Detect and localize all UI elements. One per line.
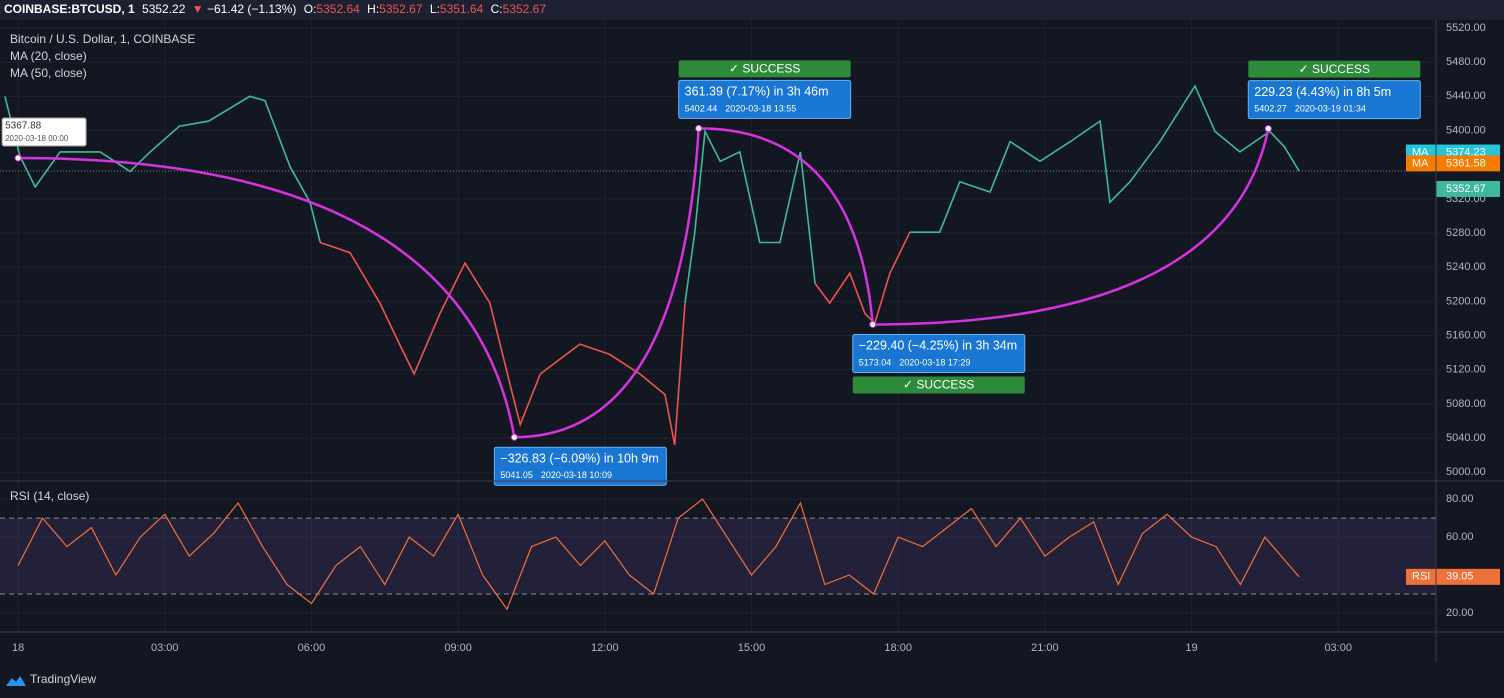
y-tick-label: 80.00 [1446, 493, 1474, 505]
pattern-point [1264, 125, 1272, 133]
high: 5352.67 [379, 2, 423, 16]
annotation-detail: 5173.04 2020-03-18 17:29 [859, 358, 971, 368]
annotation-price: 5041.05 [500, 471, 533, 481]
annotation-detail: 5402.44 2020-03-18 13:55 [685, 104, 797, 114]
open: 5352.64 [316, 2, 360, 16]
x-tick-label: 06:00 [298, 642, 326, 654]
rsi-line [17, 498, 1300, 611]
success-badge [852, 376, 1025, 394]
y-tick-label: 20.00 [1446, 607, 1474, 619]
success-badge [678, 60, 851, 78]
ma-tag-name: MA [1412, 157, 1429, 169]
change-arrow: ▼ [192, 2, 204, 16]
x-tick-label: 18:00 [884, 642, 912, 654]
y-tick-label: 5480.00 [1446, 56, 1486, 68]
close: 5352.67 [503, 2, 547, 16]
y-tick-label: 5200.00 [1446, 295, 1486, 307]
rsi-tag [1406, 568, 1500, 585]
x-tick-label: 15:00 [738, 642, 766, 654]
high-label: H: [367, 2, 379, 16]
header-bar [0, 0, 1504, 20]
y-tick-label: 5240.00 [1446, 261, 1486, 273]
low-label: L: [430, 2, 440, 16]
y-tick-label: 5000.00 [1446, 466, 1486, 478]
pattern-point [510, 433, 518, 441]
rsi-band-fill [0, 518, 1436, 595]
plot [0, 84, 1436, 611]
x-tick-label: 12:00 [591, 642, 619, 654]
annotation-detail: 5402.27 2020-03-19 01:34 [1254, 104, 1366, 114]
y-tick-label: 5120.00 [1446, 364, 1486, 376]
change: −61.42 (−1.13%) [207, 2, 296, 16]
y-tick-label: 5080.00 [1446, 398, 1486, 410]
price-line [4, 84, 1300, 304]
ma-tag [1406, 155, 1500, 172]
indicator-label: MA (50, close) [10, 66, 87, 80]
y-tick-label: 5280.00 [1446, 227, 1486, 239]
annotation-detail: 5041.05 2020-03-18 10:09 [500, 471, 612, 481]
pattern-point [869, 320, 877, 328]
brand[interactable]: TradingView [30, 672, 96, 686]
annotation-price: 5402.27 [1254, 104, 1287, 114]
y-tick-label: 5520.00 [1446, 22, 1486, 34]
annotation-change: 229.23 (4.43%) in 8h 5m [1254, 85, 1391, 99]
success-label: ✓ SUCCESS [1299, 62, 1370, 76]
y-tick-label: 5400.00 [1446, 124, 1486, 136]
rsi-tag-value: 39.05 [1446, 571, 1474, 583]
annotation-change: 361.39 (7.17%) in 3h 46m [685, 85, 829, 99]
price-line [320, 231, 911, 446]
brand-logo [6, 676, 26, 686]
point-tooltip [1, 117, 87, 147]
last-price: 5352.22 [142, 2, 186, 16]
y-tick-label: 5160.00 [1446, 329, 1486, 341]
low: 5351.64 [440, 2, 484, 16]
header: COINBASE:BTCUSD, 1 5352.22 ▼ −61.42 (−1.… [4, 2, 546, 16]
x-tick-label: 18 [12, 642, 24, 654]
x-tick-label: 03:00 [151, 642, 179, 654]
y-tick-label: 60.00 [1446, 531, 1474, 543]
tooltip-price: 5367.88 [5, 121, 42, 132]
success-badge [1248, 60, 1421, 78]
open-label: O: [304, 2, 317, 16]
x-tick-label: 21:00 [1031, 642, 1059, 654]
annotation-price: 5402.44 [685, 104, 718, 114]
overlays: 18 03:00 06:00 09:00 12:00 15:00 18:00 21:00 19 0… [1, 22, 1500, 654]
x-tick-label: 03:00 [1324, 642, 1352, 654]
pattern-point [14, 154, 22, 162]
y-tick-label: 5040.00 [1446, 432, 1486, 444]
ma-tag-value: 5361.58 [1446, 157, 1486, 169]
annotation-time: 2020-03-18 17:29 [899, 358, 970, 368]
tooltip-time: 2020-03-18 00:00 [5, 134, 69, 143]
annotation-time: 2020-03-18 13:55 [725, 104, 796, 114]
indicator-label: MA (20, close) [10, 49, 87, 63]
annotation-change: −326.83 (−6.09%) in 10h 9m [500, 452, 658, 466]
pattern-point [695, 124, 703, 132]
annotation-box [852, 333, 1026, 373]
annotation-time: 2020-03-19 01:34 [1295, 104, 1366, 114]
chart-title: Bitcoin / U.S. Dollar, 1, COINBASE [10, 32, 195, 46]
annotation-time: 2020-03-18 10:09 [541, 471, 612, 481]
annotation-box [493, 446, 667, 486]
annotation-box [1247, 80, 1421, 120]
symbol: COINBASE:BTCUSD, 1 [4, 2, 135, 16]
close-label: C: [491, 2, 503, 16]
annotation-price: 5173.04 [859, 358, 892, 368]
x-tick-label: 19 [1185, 642, 1197, 654]
last-price-tag [1436, 180, 1500, 197]
rsi-tag-name: RSI [1412, 571, 1430, 583]
rsi-title: RSI (14, close) [10, 489, 89, 503]
pattern-curve [18, 127, 1270, 439]
y-tick-label: 5440.00 [1446, 90, 1486, 102]
success-label: ✓ SUCCESS [729, 62, 800, 76]
success-label: ✓ SUCCESS [903, 378, 974, 392]
annotation-change: −229.40 (−4.25%) in 3h 34m [859, 339, 1017, 353]
grid [0, 20, 1436, 632]
last-price-value: 5352.67 [1446, 183, 1486, 195]
x-tick-label: 09:00 [444, 642, 472, 654]
annotation-box [678, 79, 852, 119]
